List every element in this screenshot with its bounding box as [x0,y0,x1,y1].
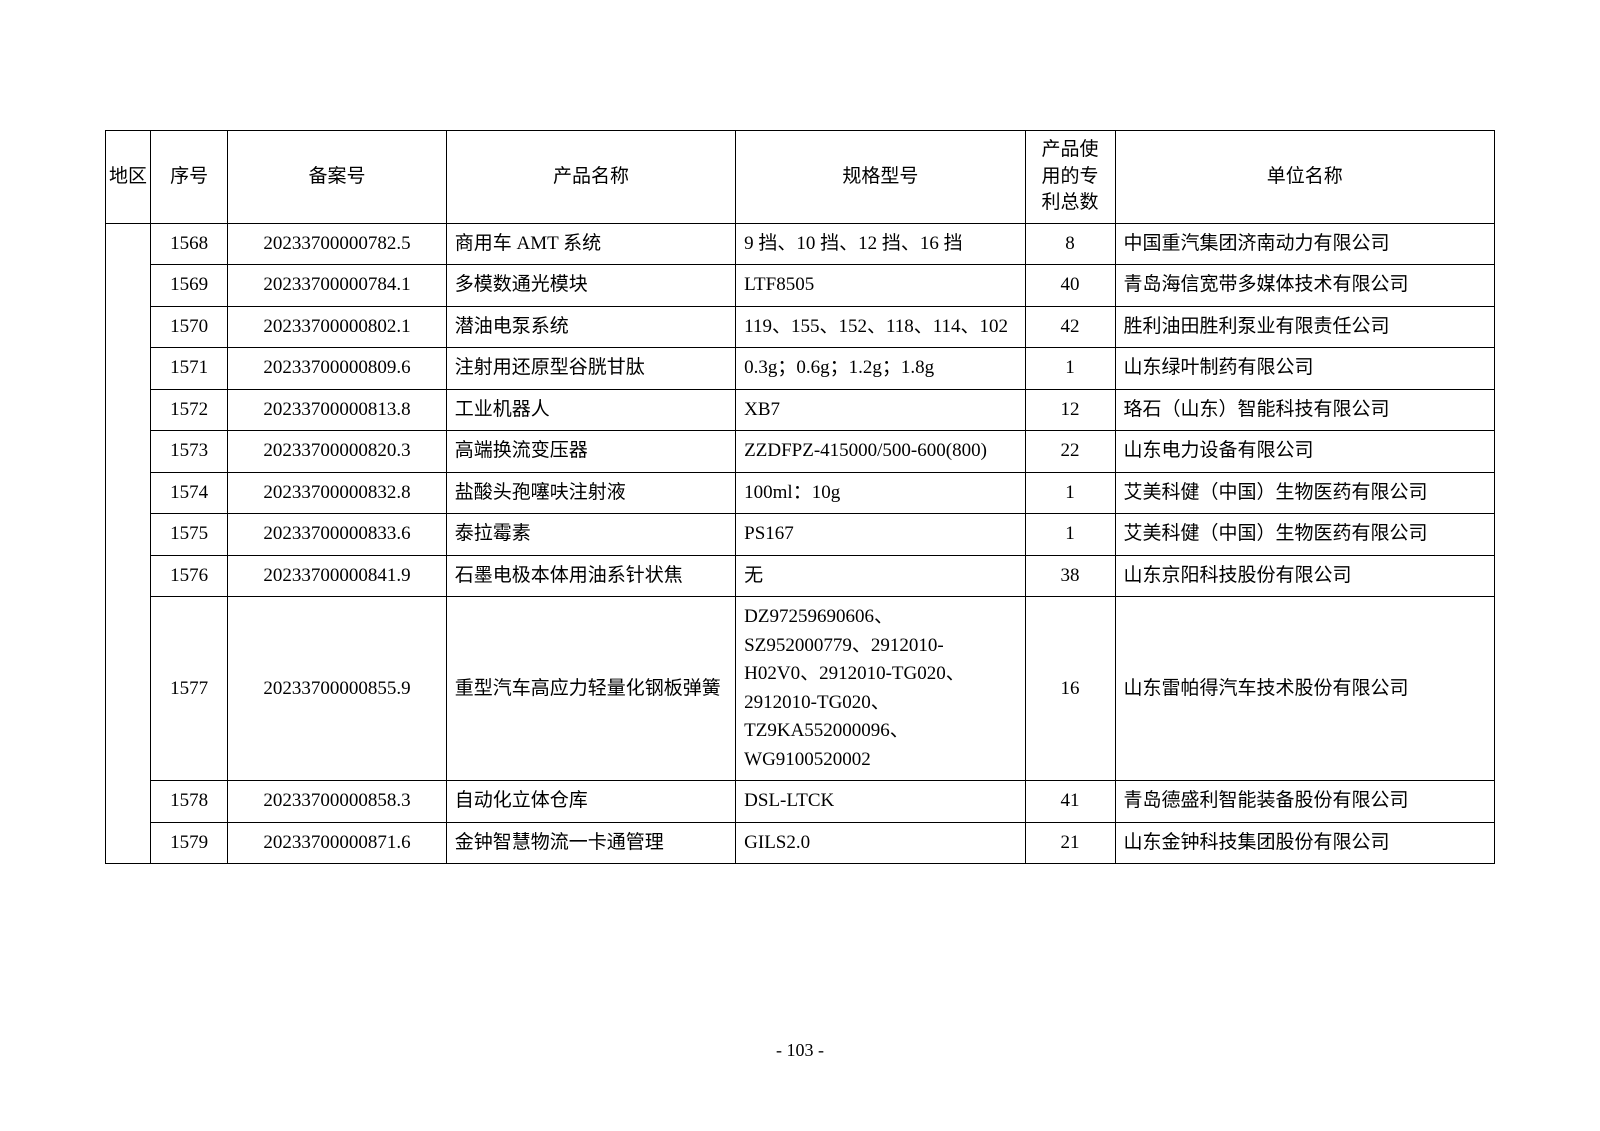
cell-patent-count: 22 [1025,431,1115,473]
cell-file-no: 20233700000802.1 [228,306,447,348]
cell-patent-count: 8 [1025,223,1115,265]
cell-product: 工业机器人 [446,389,735,431]
cell-product: 商用车 AMT 系统 [446,223,735,265]
table-row: 157720233700000855.9重型汽车高应力轻量化钢板弹簧DZ9725… [106,597,1495,781]
cell-company: 青岛德盛利智能装备股份有限公司 [1115,781,1494,823]
cell-company: 山东雷帕得汽车技术股份有限公司 [1115,597,1494,781]
table-row: 157120233700000809.6注射用还原型谷胱甘肽0.3g；0.6g；… [106,348,1495,390]
cell-product: 多模数通光模块 [446,265,735,307]
cell-file-no: 20233700000813.8 [228,389,447,431]
data-table: 地区 序号 备案号 产品名称 规格型号 产品使用的专利总数 单位名称 15682… [105,130,1495,864]
cell-patent-count: 16 [1025,597,1115,781]
cell-company: 中国重汽集团济南动力有限公司 [1115,223,1494,265]
cell-company: 山东金钟科技集团股份有限公司 [1115,822,1494,864]
cell-spec: 100ml：10g [736,472,1025,514]
cell-company: 山东电力设备有限公司 [1115,431,1494,473]
table-row: 157220233700000813.8工业机器人XB712珞石（山东）智能科技… [106,389,1495,431]
cell-product: 重型汽车高应力轻量化钢板弹簧 [446,597,735,781]
cell-spec: DSL-LTCK [736,781,1025,823]
cell-company: 艾美科健（中国）生物医药有限公司 [1115,472,1494,514]
cell-spec: DZ97259690606、SZ952000779、2912010-H02V0、… [736,597,1025,781]
cell-patent-count: 1 [1025,514,1115,556]
cell-product: 泰拉霉素 [446,514,735,556]
table-row: 157320233700000820.3高端换流变压器ZZDFPZ-415000… [106,431,1495,473]
cell-product: 金钟智慧物流一卡通管理 [446,822,735,864]
header-region: 地区 [106,131,151,224]
cell-company: 青岛海信宽带多媒体技术有限公司 [1115,265,1494,307]
cell-spec: LTF8505 [736,265,1025,307]
table-row: 157820233700000858.3自动化立体仓库DSL-LTCK41青岛德… [106,781,1495,823]
page-number: - 103 - [0,1040,1600,1061]
cell-company: 山东京阳科技股份有限公司 [1115,555,1494,597]
cell-spec: 0.3g；0.6g；1.2g；1.8g [736,348,1025,390]
cell-product: 高端换流变压器 [446,431,735,473]
cell-patent-count: 1 [1025,472,1115,514]
cell-seq: 1569 [151,265,228,307]
cell-spec: 9 挡、10 挡、12 挡、16 挡 [736,223,1025,265]
table-row: 156820233700000782.5商用车 AMT 系统9 挡、10 挡、1… [106,223,1495,265]
cell-seq: 1570 [151,306,228,348]
cell-patent-count: 21 [1025,822,1115,864]
table-row: 156920233700000784.1多模数通光模块LTF850540青岛海信… [106,265,1495,307]
cell-product: 盐酸头孢噻呋注射液 [446,472,735,514]
header-patent-count: 产品使用的专利总数 [1025,131,1115,224]
cell-spec: PS167 [736,514,1025,556]
cell-product: 潜油电泵系统 [446,306,735,348]
cell-seq: 1576 [151,555,228,597]
page-container: 地区 序号 备案号 产品名称 规格型号 产品使用的专利总数 单位名称 15682… [0,0,1600,864]
cell-file-no: 20233700000858.3 [228,781,447,823]
cell-company: 珞石（山东）智能科技有限公司 [1115,389,1494,431]
cell-spec: GILS2.0 [736,822,1025,864]
cell-product: 自动化立体仓库 [446,781,735,823]
cell-spec: 119、155、152、118、114、102 [736,306,1025,348]
cell-patent-count: 42 [1025,306,1115,348]
cell-file-no: 20233700000832.8 [228,472,447,514]
header-file-no: 备案号 [228,131,447,224]
header-row: 地区 序号 备案号 产品名称 规格型号 产品使用的专利总数 单位名称 [106,131,1495,224]
header-product: 产品名称 [446,131,735,224]
cell-product: 注射用还原型谷胱甘肽 [446,348,735,390]
cell-spec: 无 [736,555,1025,597]
cell-seq: 1574 [151,472,228,514]
table-row: 157620233700000841.9石墨电极本体用油系针状焦无38山东京阳科… [106,555,1495,597]
cell-company: 艾美科健（中国）生物医药有限公司 [1115,514,1494,556]
cell-seq: 1575 [151,514,228,556]
cell-file-no: 20233700000782.5 [228,223,447,265]
cell-company: 胜利油田胜利泵业有限责任公司 [1115,306,1494,348]
cell-product: 石墨电极本体用油系针状焦 [446,555,735,597]
cell-seq: 1577 [151,597,228,781]
cell-seq: 1571 [151,348,228,390]
cell-file-no: 20233700000809.6 [228,348,447,390]
region-cell [106,223,151,864]
header-seq: 序号 [151,131,228,224]
cell-seq: 1573 [151,431,228,473]
table-row: 157020233700000802.1潜油电泵系统119、155、152、11… [106,306,1495,348]
table-header: 地区 序号 备案号 产品名称 规格型号 产品使用的专利总数 单位名称 [106,131,1495,224]
cell-spec: ZZDFPZ-415000/500-600(800) [736,431,1025,473]
cell-file-no: 20233700000855.9 [228,597,447,781]
cell-seq: 1578 [151,781,228,823]
table-row: 157420233700000832.8盐酸头孢噻呋注射液100ml：10g1艾… [106,472,1495,514]
cell-patent-count: 41 [1025,781,1115,823]
cell-patent-count: 40 [1025,265,1115,307]
cell-patent-count: 1 [1025,348,1115,390]
header-company: 单位名称 [1115,131,1494,224]
cell-file-no: 20233700000841.9 [228,555,447,597]
table-row: 157920233700000871.6金钟智慧物流一卡通管理GILS2.021… [106,822,1495,864]
cell-patent-count: 38 [1025,555,1115,597]
cell-file-no: 20233700000871.6 [228,822,447,864]
cell-spec: XB7 [736,389,1025,431]
table-row: 157520233700000833.6泰拉霉素PS1671艾美科健（中国）生物… [106,514,1495,556]
cell-seq: 1579 [151,822,228,864]
cell-seq: 1572 [151,389,228,431]
cell-patent-count: 12 [1025,389,1115,431]
cell-seq: 1568 [151,223,228,265]
cell-company: 山东绿叶制药有限公司 [1115,348,1494,390]
cell-file-no: 20233700000820.3 [228,431,447,473]
table-body: 156820233700000782.5商用车 AMT 系统9 挡、10 挡、1… [106,223,1495,864]
cell-file-no: 20233700000833.6 [228,514,447,556]
cell-file-no: 20233700000784.1 [228,265,447,307]
header-spec: 规格型号 [736,131,1025,224]
